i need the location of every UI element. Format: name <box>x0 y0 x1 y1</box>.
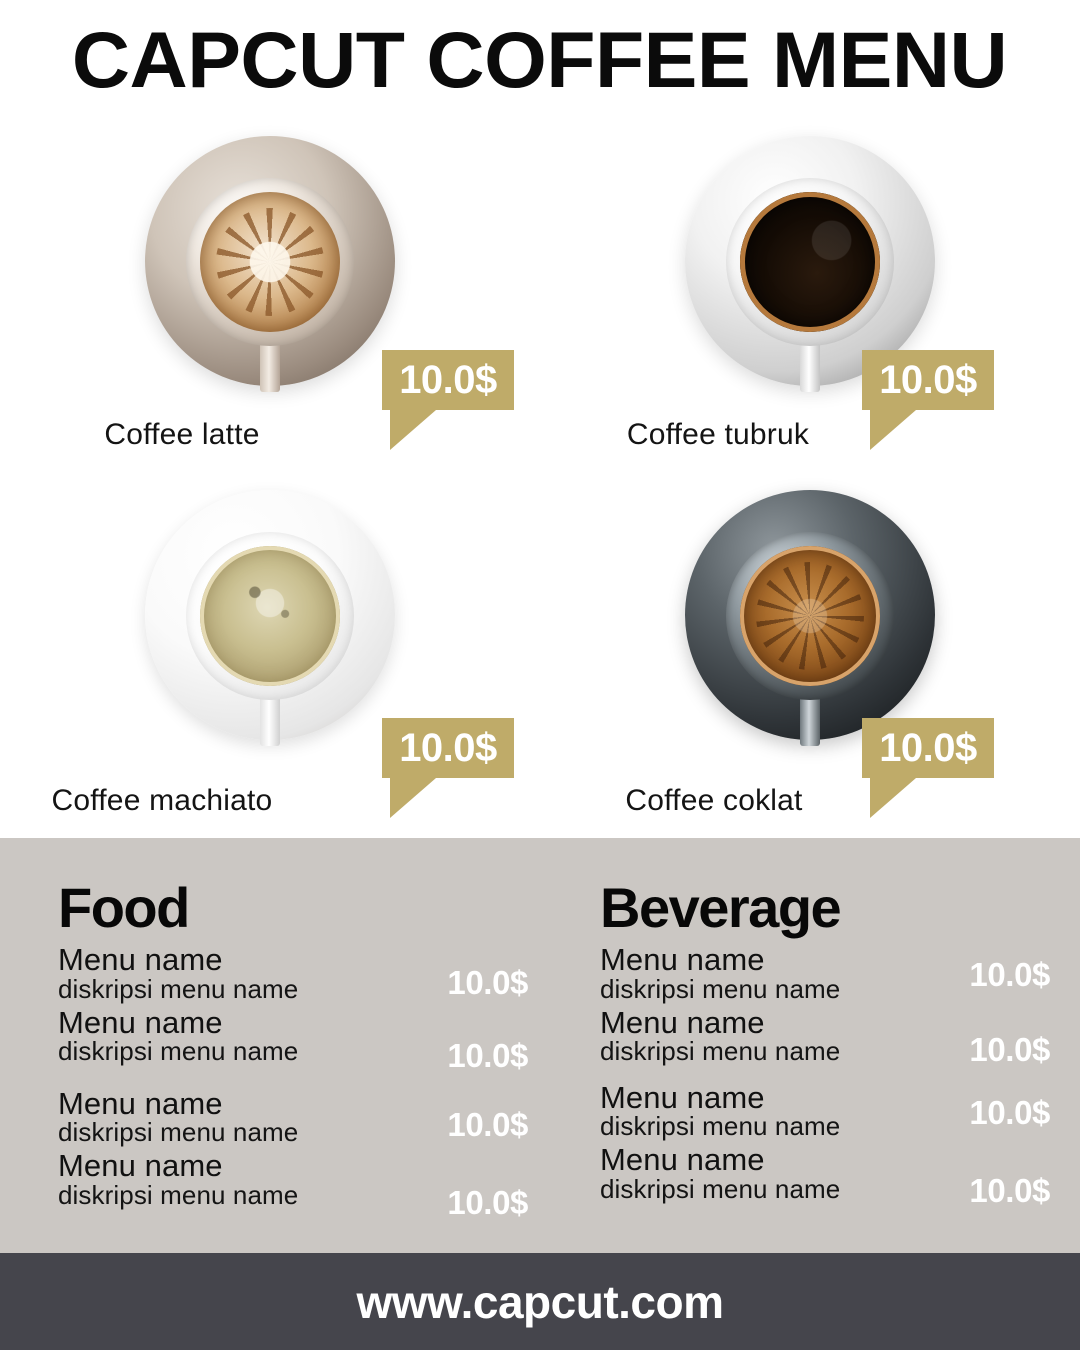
website-url[interactable]: www.capcut.com <box>356 1275 724 1328</box>
product-card-coffee-tubruk[interactable]: 10.0$ Coffee tubruk <box>540 118 1080 478</box>
product-card-coffee-coklat[interactable]: 10.0$ Coffee coklat <box>540 478 1080 838</box>
menu-item-name: Menu name <box>58 1004 223 1040</box>
product-card-coffee-machiato[interactable]: 10.0$ Coffee machiato <box>0 478 540 838</box>
menu-row-texts: Menu name diskripsi menu name <box>58 944 298 1003</box>
coffee-cup-image <box>685 136 935 392</box>
menu-item-price: 10.0$ <box>447 964 528 1001</box>
menu-item-description: diskripsi menu name <box>58 1036 299 1067</box>
menu-row-texts: Menu name diskripsi menu name <box>600 944 840 1003</box>
menu-item-price: 10.0$ <box>447 1105 528 1143</box>
header: CAPCUT COFFEE MENU <box>0 0 1080 118</box>
menu-row[interactable]: Menu name diskripsi menu name 10.0$ <box>600 944 1050 1003</box>
price-badge: 10.0$ <box>382 350 514 450</box>
coffee-liquid-shape <box>200 546 340 686</box>
menu-item-name: Menu name <box>600 1142 765 1178</box>
menu-item-name: Menu name <box>600 1004 765 1040</box>
price-badge-tail-icon <box>870 410 916 450</box>
menu-item-description: diskripsi menu name <box>58 973 299 1004</box>
menu-item-name: Menu name <box>600 942 765 977</box>
section-title-food: Food <box>58 876 190 939</box>
menu-columns: Food Menu name diskripsi menu name 10.0$… <box>0 838 1080 1253</box>
menu-item-price: 10.0$ <box>447 1036 528 1074</box>
price-badge-body <box>382 350 514 410</box>
section-title-beverage: Beverage <box>600 876 842 939</box>
price-badge-tail-icon <box>870 778 916 818</box>
menu-item-description: diskripsi menu name <box>600 1036 841 1067</box>
footer-bar: www.capcut.com <box>0 1253 1080 1350</box>
menu-item-name: Menu name <box>600 1079 765 1115</box>
product-name-label: Coffee latte <box>104 418 260 451</box>
menu-item-price: 10.0$ <box>969 1030 1050 1068</box>
cup-handle-shape <box>260 692 280 746</box>
price-badge-label: 10.0$ <box>399 726 497 770</box>
menu-row-texts: Menu name diskripsi menu name <box>58 1007 298 1066</box>
coffee-cup-image <box>685 490 935 746</box>
price-badge-label: 10.0$ <box>879 358 977 402</box>
menu-row-texts: Menu name diskripsi menu name <box>58 1088 298 1147</box>
menu-row[interactable]: Menu name diskripsi menu name 10.0$ <box>58 1150 528 1219</box>
menu-row-texts: Menu name diskripsi menu name <box>600 1082 840 1141</box>
latte-art-shape <box>216 208 324 316</box>
price-badge-body <box>862 350 994 410</box>
price-badge-label: 10.0$ <box>399 358 497 402</box>
menu-panel: Food Menu name diskripsi menu name 10.0$… <box>0 838 1080 1253</box>
product-grid: 10.0$ Coffee latte 10.0$ Coffee tubruk <box>0 118 1080 838</box>
menu-row[interactable]: Menu name diskripsi menu name 10.0$ <box>600 1007 1050 1066</box>
menu-row[interactable]: Menu name diskripsi menu name 10.0$ <box>600 1082 1050 1141</box>
menu-row[interactable]: Menu name diskripsi menu name 10.0$ <box>58 944 528 1003</box>
menu-row-texts: Menu name diskripsi menu name <box>600 1144 840 1203</box>
page-title: CAPCUT COFFEE MENU <box>72 14 1008 104</box>
menu-list-beverage: Menu name diskripsi menu name 10.0$ Menu… <box>600 944 1050 1207</box>
menu-column-beverage: Beverage Menu name diskripsi menu name 1… <box>600 880 1050 1211</box>
price-badge: 10.0$ <box>862 350 994 450</box>
menu-row-texts: Menu name diskripsi menu name <box>600 1007 840 1066</box>
menu-item-description: diskripsi menu name <box>600 973 841 1004</box>
menu-item-description: diskripsi menu name <box>600 1173 841 1204</box>
cup-handle-shape <box>260 338 280 392</box>
price-badge: 10.0$ <box>382 718 514 818</box>
product-name-label: Coffee tubruk <box>626 418 810 451</box>
cup-handle-shape <box>800 338 820 392</box>
product-card-coffee-latte[interactable]: 10.0$ Coffee latte <box>0 118 540 478</box>
menu-item-description: diskripsi menu name <box>58 1117 299 1148</box>
coffee-cup-image <box>145 136 395 392</box>
menu-item-price: 10.0$ <box>969 956 1050 993</box>
cocoa-art-shape <box>756 562 864 670</box>
menu-item-price: 10.0$ <box>447 1184 528 1222</box>
crema-foam-shape <box>216 562 324 670</box>
menu-row[interactable]: Menu name diskripsi menu name 10.0$ <box>58 1088 528 1147</box>
menu-row[interactable]: Menu name diskripsi menu name 10.0$ <box>58 1007 528 1072</box>
product-name-label: Coffee machiato <box>51 784 273 817</box>
menu-list-food: Menu name diskripsi menu name 10.0$ Menu… <box>58 944 528 1219</box>
price-badge-body <box>382 718 514 778</box>
menu-item-price: 10.0$ <box>969 1172 1050 1210</box>
menu-row[interactable]: Menu name diskripsi menu name 10.0$ <box>600 1144 1050 1207</box>
menu-row-texts: Menu name diskripsi menu name <box>58 1150 298 1209</box>
menu-column-food: Food Menu name diskripsi menu name 10.0$… <box>58 880 528 1223</box>
price-badge-tail-icon <box>390 778 436 818</box>
menu-item-name: Menu name <box>58 1085 223 1121</box>
coffee-liquid-shape <box>740 192 880 332</box>
price-badge-tail-icon <box>390 410 436 450</box>
menu-item-name: Menu name <box>58 1148 223 1184</box>
menu-item-description: diskripsi menu name <box>58 1179 299 1210</box>
coffee-cup-image <box>145 490 395 746</box>
price-badge: 10.0$ <box>862 718 994 818</box>
menu-item-description: diskripsi menu name <box>600 1111 841 1142</box>
menu-item-name: Menu name <box>58 942 223 977</box>
price-badge-label: 10.0$ <box>879 726 977 770</box>
cup-handle-shape <box>800 692 820 746</box>
coffee-surface-highlight <box>756 208 864 316</box>
price-badge-body <box>862 718 994 778</box>
product-name-label: Coffee coklat <box>625 784 803 817</box>
menu-item-price: 10.0$ <box>969 1093 1050 1131</box>
